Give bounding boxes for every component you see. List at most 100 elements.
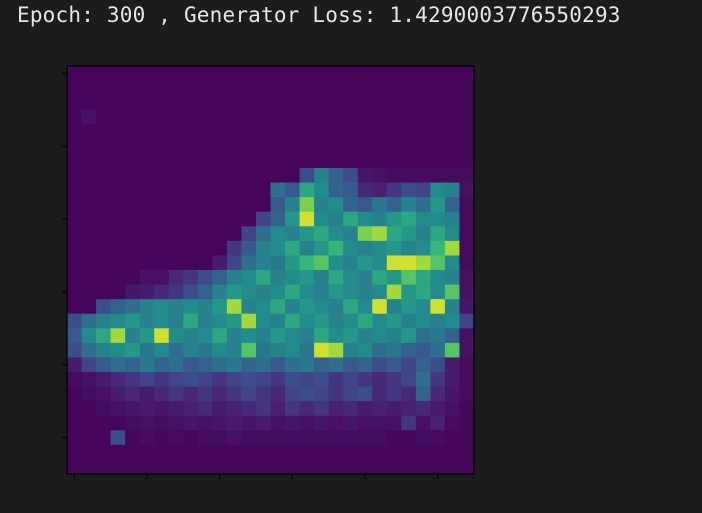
x-tick-label: 20	[356, 483, 374, 499]
heatmap-cell	[285, 415, 300, 431]
heatmap-cell	[139, 66, 155, 81]
heatmap-cell	[444, 372, 460, 387]
heatmap-cell	[197, 182, 213, 198]
heatmap-cell	[299, 270, 315, 285]
heatmap-cell	[212, 138, 228, 154]
heatmap-cell	[110, 415, 126, 431]
heatmap-cell	[372, 109, 388, 125]
heatmap-cell	[139, 168, 155, 183]
heatmap-cell	[226, 401, 242, 417]
heatmap-cell	[459, 124, 475, 140]
heatmap-cell	[386, 401, 402, 417]
heatmap-cell	[139, 357, 155, 373]
heatmap-cell	[343, 270, 359, 285]
heatmap-cell	[212, 459, 228, 475]
heatmap-cell	[343, 66, 359, 81]
heatmap-cell	[139, 444, 155, 460]
heatmap-cell	[125, 430, 141, 446]
heatmap-cell	[444, 168, 460, 183]
heatmap-cell	[343, 80, 359, 96]
heatmap-cell	[81, 168, 97, 183]
heatmap-cell	[415, 401, 431, 417]
heatmap-cell	[401, 240, 417, 256]
heatmap-cell	[285, 386, 300, 402]
heatmap-cell	[357, 386, 373, 402]
heatmap-cell	[270, 357, 286, 373]
heatmap-cell	[401, 109, 417, 125]
heatmap-cell	[459, 415, 475, 431]
heatmap-cell	[415, 444, 431, 460]
heatmap-cell	[168, 342, 184, 358]
heatmap-cell	[226, 153, 242, 169]
heatmap-cell	[415, 109, 431, 125]
heatmap-cell	[299, 342, 315, 358]
heatmap-cell	[212, 299, 228, 315]
heatmap-cell	[255, 95, 271, 111]
heatmap-cell	[168, 357, 184, 373]
heatmap-cell	[125, 299, 141, 315]
heatmap-cell	[415, 168, 431, 183]
heatmap-cell	[154, 182, 170, 198]
heatmap-cell	[401, 430, 417, 446]
heatmap-cell	[212, 80, 228, 96]
heatmap-cell	[154, 357, 170, 373]
heatmap-cell	[110, 80, 126, 96]
heatmap-cell	[255, 284, 271, 300]
heatmap-cell	[241, 124, 257, 140]
heatmap-cell	[372, 211, 388, 227]
heatmap-cell	[270, 401, 286, 417]
heatmap-cell	[357, 313, 373, 329]
heatmap-cell	[386, 153, 402, 169]
heatmap-cell	[67, 401, 82, 417]
heatmap-cell	[241, 182, 257, 198]
heatmap-cell	[67, 372, 82, 387]
heatmap-cell	[328, 444, 344, 460]
heatmap-cell	[415, 211, 431, 227]
heatmap-cell	[299, 182, 315, 198]
heatmap-cell	[110, 444, 126, 460]
heatmap-cell	[270, 313, 286, 329]
heatmap-cell	[401, 153, 417, 169]
heatmap-cell	[444, 80, 460, 96]
x-tick-label: 15	[283, 483, 301, 499]
heatmap-cell	[285, 226, 300, 242]
heatmap-cell	[168, 182, 184, 198]
heatmap-cell	[357, 211, 373, 227]
heatmap-cell	[386, 197, 402, 213]
heatmap-cell	[197, 328, 213, 344]
heatmap-cell	[96, 357, 112, 373]
heatmap-cell	[459, 182, 475, 198]
heatmap-cell	[154, 372, 170, 387]
heatmap-cell	[67, 328, 82, 344]
heatmap-cell	[241, 328, 257, 344]
heatmap-cell	[328, 342, 344, 358]
heatmap-cell	[96, 342, 112, 358]
heatmap-cell	[212, 226, 228, 242]
heatmap-cell	[255, 386, 271, 402]
heatmap-cell	[125, 109, 141, 125]
heatmap-cell	[67, 415, 82, 431]
heatmap-cell	[285, 211, 300, 227]
heatmap-cell	[430, 430, 446, 446]
heatmap-cell	[415, 386, 431, 402]
heatmap-cell	[444, 270, 460, 285]
heatmap-cell	[168, 138, 184, 154]
heatmap-cell	[372, 66, 388, 81]
heatmap-cell	[139, 284, 155, 300]
heatmap-cell	[139, 95, 155, 111]
heatmap-cell	[110, 270, 126, 285]
heatmap-cell	[197, 255, 213, 271]
heatmap-cell	[299, 168, 315, 183]
heatmap-cell	[386, 313, 402, 329]
heatmap-cell	[314, 328, 330, 344]
heatmap-cell	[299, 197, 315, 213]
heatmap-cell	[168, 328, 184, 344]
heatmap-cell	[139, 124, 155, 140]
heatmap-cell	[430, 80, 446, 96]
heatmap-cell	[139, 415, 155, 431]
heatmap-cell	[241, 138, 257, 154]
heatmap-cell	[168, 197, 184, 213]
heatmap-cell	[81, 124, 97, 140]
heatmap-cells	[67, 66, 475, 475]
